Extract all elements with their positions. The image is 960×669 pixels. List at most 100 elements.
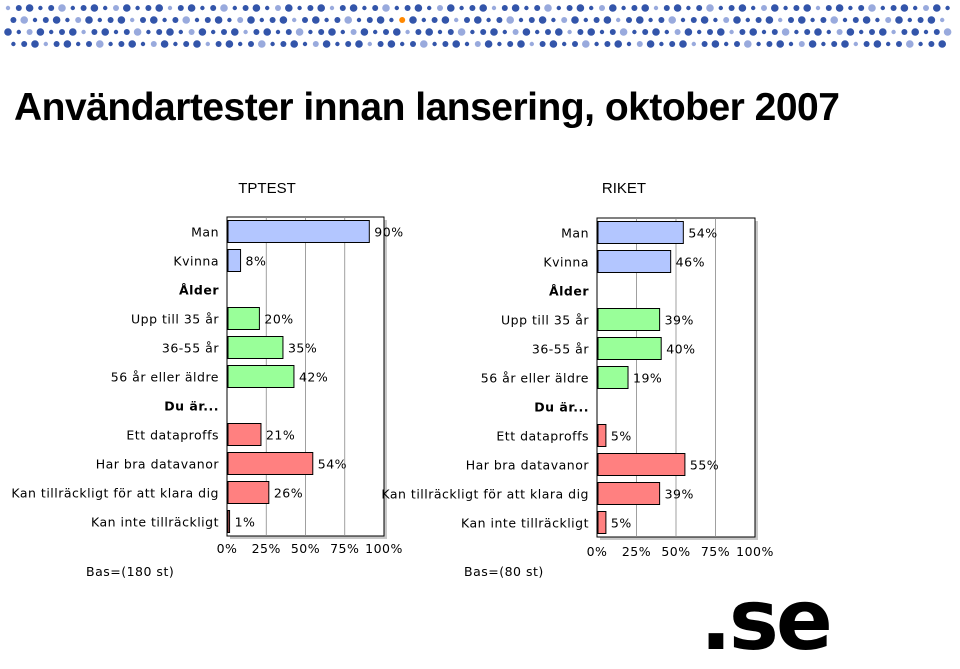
decorative-dot: [135, 5, 140, 11]
decorative-dot: [454, 17, 459, 23]
bar: [597, 511, 607, 534]
value-label: 46%: [676, 255, 705, 270]
decorative-dot: [442, 41, 449, 47]
decorative-dot: [751, 5, 756, 11]
decorative-dot: [372, 5, 379, 11]
decorative-dot: [621, 5, 626, 11]
decorative-dot: [652, 28, 660, 36]
x-tick-label: 0%: [217, 541, 238, 556]
decorative-dot: [765, 16, 774, 24]
category-label: Upp till 35 år: [131, 312, 219, 327]
decorative-dot: [97, 17, 103, 23]
group-heading: Du är...: [164, 399, 219, 414]
decorative-dot: [522, 28, 531, 36]
decorative-dot: [393, 28, 401, 36]
x-tick-label: 0%: [587, 544, 608, 559]
decorative-dot: [549, 40, 558, 48]
decorative-dot: [421, 17, 426, 23]
decorative-dot: [145, 5, 152, 11]
category-label: Man: [561, 226, 589, 241]
decorative-dot: [848, 5, 853, 11]
decorative-dot: [506, 16, 514, 24]
decorative-dot: [502, 29, 507, 35]
x-tick-label: 75%: [701, 544, 730, 559]
decorative-dot: [432, 41, 437, 47]
decorative-dot: [940, 17, 945, 23]
decorative-dot: [85, 16, 93, 24]
decorative-dot: [160, 40, 169, 48]
decorative-dot: [414, 4, 423, 12]
value-label: 39%: [665, 487, 694, 502]
decorative-dot: [31, 40, 39, 48]
value-label: 42%: [299, 370, 328, 385]
decorative-dot: [76, 41, 81, 47]
decorative-dot: [891, 29, 896, 35]
decorative-dot: [193, 40, 201, 48]
category-label: 36-55 år: [162, 341, 219, 356]
decorative-dot: [631, 5, 638, 11]
decorative-dot: [178, 29, 183, 35]
decorative-dot: [20, 16, 29, 24]
decorative-dot: [501, 5, 508, 11]
value-label: 20%: [264, 312, 293, 327]
decorative-dot: [469, 5, 476, 11]
decorative-dot: [859, 29, 864, 35]
decorative-dot: [539, 41, 546, 47]
decorative-dot: [43, 41, 48, 47]
decorative-dot: [339, 5, 346, 11]
decorative-dot: [349, 4, 358, 12]
decorative-dot: [572, 41, 578, 47]
decorative-dot: [69, 28, 77, 36]
decorative-dot: [831, 41, 838, 47]
decorative-dot: [366, 17, 373, 23]
decorative-dot: [133, 28, 142, 36]
decorative-dot: [200, 5, 205, 11]
decorative-dot: [48, 5, 55, 11]
decorative-dot: [279, 16, 288, 24]
decorative-dot: [862, 16, 871, 24]
decorative-dot: [146, 29, 151, 35]
value-label: 26%: [274, 486, 303, 501]
decorative-dot: [96, 40, 104, 48]
decorative-dot: [814, 28, 822, 36]
value-label: 21%: [266, 428, 295, 443]
decorative-dot: [901, 29, 908, 35]
decorative-dot: [123, 29, 130, 35]
decorative-dot: [308, 29, 313, 35]
value-label: 54%: [688, 226, 717, 241]
decorative-dot: [474, 41, 481, 47]
decorative-dot: [798, 16, 806, 24]
decorative-dot: [4, 28, 12, 36]
bar: [227, 481, 270, 504]
decorative-dot: [696, 5, 703, 11]
decorative-dot: [604, 41, 611, 47]
bar: [227, 220, 370, 243]
value-label: 55%: [690, 458, 719, 473]
value-label: 54%: [318, 457, 347, 472]
decorative-dot: [846, 28, 855, 36]
base-label: Bas=(180 st): [86, 564, 174, 579]
decorative-dot: [80, 5, 87, 11]
bar: [227, 423, 262, 446]
decorative-dot: [890, 5, 897, 11]
decorative-dot: [663, 5, 670, 11]
decorative-dot: [562, 41, 567, 47]
decorative-dot: [258, 40, 266, 48]
decorative-dot: [248, 41, 254, 47]
bar: [227, 365, 295, 388]
decorative-dot: [896, 41, 902, 47]
decorative-dot: [868, 4, 876, 12]
decorative-dot: [776, 40, 784, 48]
decorative-dot: [360, 28, 369, 36]
decorative-dot: [211, 29, 216, 35]
decorative-dot: [474, 16, 482, 24]
decorative-dot: [243, 29, 248, 35]
decorative-dot: [723, 17, 730, 23]
chart-title: RIKET: [602, 180, 646, 197]
decorative-dot: [534, 5, 541, 11]
value-label: 90%: [374, 225, 403, 240]
value-label: 5%: [611, 516, 632, 531]
decorative-dot: [322, 40, 331, 48]
decorative-dot: [691, 41, 696, 47]
